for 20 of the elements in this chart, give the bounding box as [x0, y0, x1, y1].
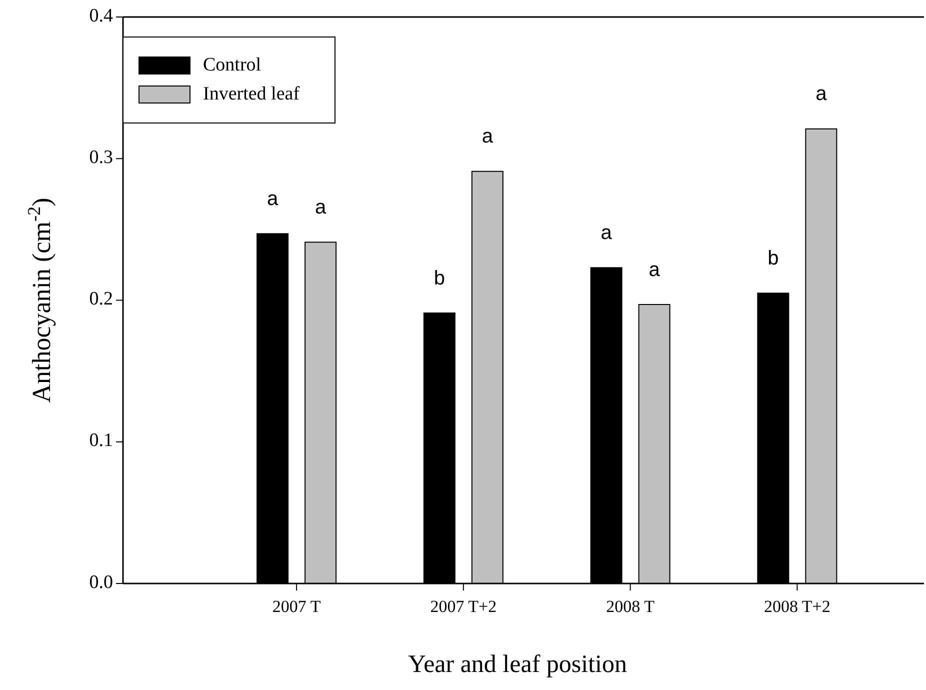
- x-tick-label: 2007 T: [272, 597, 322, 616]
- annotation: a: [600, 222, 613, 244]
- y-tick-label: 0.0: [89, 572, 113, 593]
- annotation: a: [266, 188, 279, 210]
- annotation: a: [648, 258, 661, 281]
- y-tick-label: 0.4: [89, 5, 114, 26]
- x-tick-label: 2008 T: [606, 597, 656, 616]
- annotation: b: [434, 267, 445, 290]
- x-tick-label: 2007 T+2: [430, 597, 497, 616]
- x-axis-title: Year and leaf position: [408, 651, 628, 678]
- legend-label: Control: [203, 54, 262, 76]
- annotation: b: [768, 247, 779, 270]
- y-tick-label: 0.3: [89, 146, 113, 168]
- annotation: a: [314, 196, 327, 218]
- annotation: a: [816, 83, 828, 106]
- legend-label: Inverted leaf: [203, 83, 300, 104]
- x-tick-label: 2008 T+2: [764, 597, 830, 616]
- y-tick-label: 0.1: [89, 430, 113, 452]
- annotation: a: [482, 126, 494, 148]
- y-tick-label: 0.2: [89, 288, 113, 310]
